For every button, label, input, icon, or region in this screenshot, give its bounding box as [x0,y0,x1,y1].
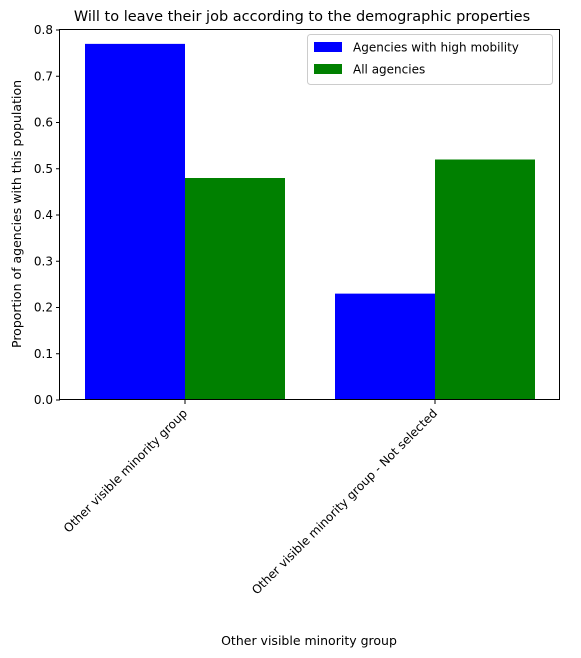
legend-frame [307,34,553,85]
chart-title: Will to leave their job according to the… [74,9,530,25]
y-tick-label: 0.6 [34,116,53,130]
plot-frame [59,29,560,400]
legend-label: All agencies [353,63,425,77]
y-axis-label: Proportion of agencies with this populat… [9,80,24,348]
legend-swatch [314,64,342,74]
bar-all-agencies-1 [435,159,535,400]
legend-swatch [314,42,342,52]
legend: Agencies with high mobility All agencies [307,34,553,85]
bar-high-mobility-1 [335,293,435,400]
x-axis: Other visible minority group Other visibl… [61,400,440,597]
y-tick-label: 0.8 [34,23,53,37]
x-tick-label: Other visible minority group - Not selec… [249,406,440,597]
y-tick-label: 0.5 [34,162,53,176]
y-tick-label: 0.3 [34,254,53,268]
x-axis-label: Other visible minority group [221,633,397,648]
y-tick-label: 0.7 [34,69,53,83]
bars-group [85,43,535,400]
bar-high-mobility-0 [85,43,185,400]
legend-label: Agencies with high mobility [353,41,519,55]
bar-all-agencies-0 [185,178,285,400]
y-tick-label: 0.2 [34,301,53,315]
y-tick-label: 0.4 [34,208,53,222]
y-tick-label: 0.1 [34,347,53,361]
y-axis: 0.0 0.1 0.2 0.3 0.4 0.5 0.6 0.7 0.8 [34,23,60,407]
y-tick-label: 0.0 [34,393,53,407]
x-tick-label: Other visible minority group [61,406,190,535]
